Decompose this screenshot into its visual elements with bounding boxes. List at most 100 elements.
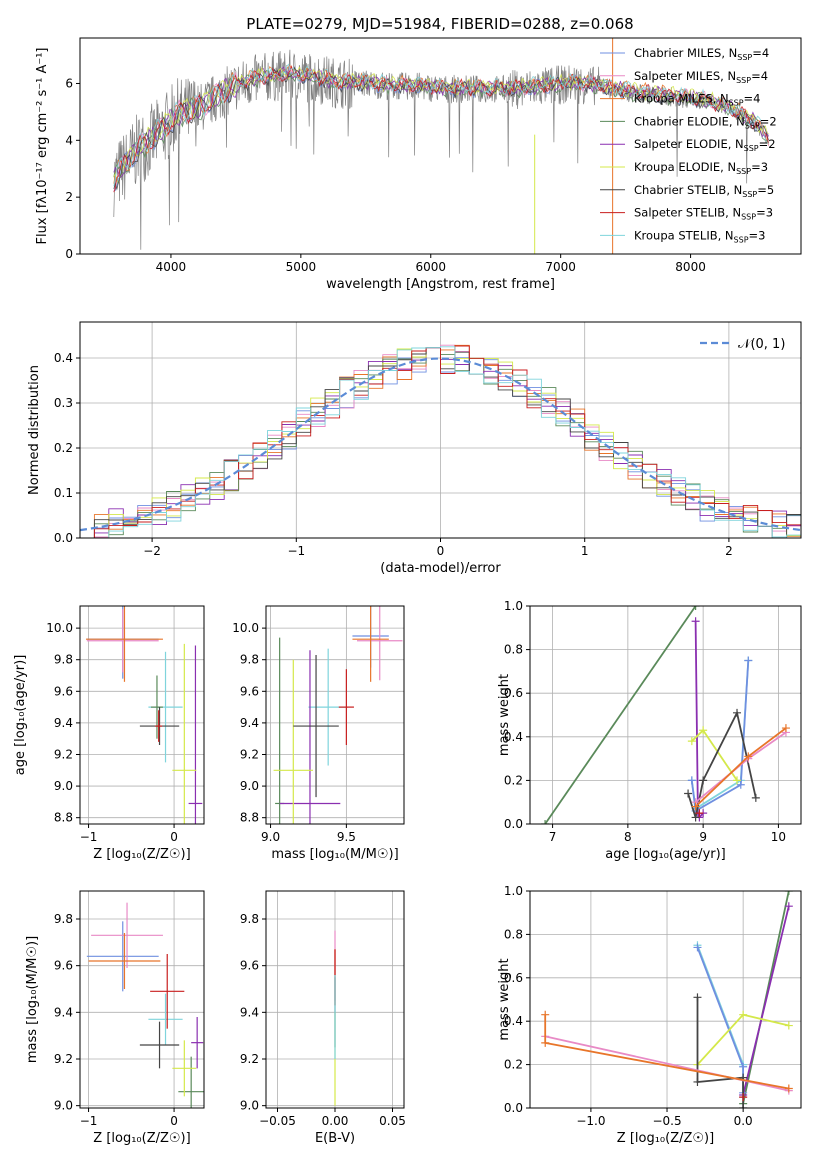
weight-vs-age-panel: 7 8 9 10 0.0 0.2 0.4 0.6 0.8 1.0 age [log₁₀(age/yr…	[497, 599, 802, 862]
residuals-xtick-label: 2	[725, 544, 733, 558]
spectrum-xtick-label: 4000	[156, 260, 187, 274]
age-vs-mass-plot-area	[266, 606, 404, 824]
weight-vs-age-xtick-label: 8	[624, 830, 632, 844]
weight-vs-age-series-line	[544, 606, 697, 824]
weight-vs-metallicity-ytick-label: 0.4	[504, 1014, 523, 1028]
spectrum-xtick-label: 8000	[675, 260, 706, 274]
weight-vs-metallicity-marker	[541, 1038, 550, 1047]
spectrum-ytick-label: 6	[65, 76, 73, 90]
weight-vs-age-ytick-label: 0.0	[504, 817, 523, 831]
weight-vs-age-xtick-label: 10	[771, 830, 786, 844]
weight-vs-age-ytick-label: 0.6	[504, 686, 523, 700]
mass-vs-metallicity-plot-area	[80, 891, 204, 1108]
spectrum-frame	[79, 37, 802, 255]
weight-vs-age-marker	[736, 780, 745, 789]
weight-vs-age-xtick-label: 9	[699, 830, 707, 844]
weight-vs-metallicity-marker	[784, 891, 793, 895]
mass-vs-extinction-ytick-label: 9.6	[240, 959, 259, 973]
model-spectrum-line-7	[113, 66, 769, 191]
spectrum-plot-area	[113, 38, 769, 254]
age-vs-metallicity-frame	[79, 605, 205, 825]
age-vs-metallicity-ytick-label: 9.0	[54, 779, 73, 793]
residuals-plot-area	[80, 322, 801, 538]
spectrum-legend: Chabrier MILES, NSSP=4 Salpeter MILES, NS…	[600, 46, 777, 244]
age-vs-mass-ytick-label: 10.0	[232, 621, 259, 635]
mass-vs-metallicity-xlabel: Z [log₁₀(Z/Z☉)]	[93, 1131, 190, 1146]
spectrum-ytick-label: 2	[65, 190, 73, 204]
weight-vs-age-marker	[744, 752, 753, 761]
weight-vs-age-marker	[684, 789, 693, 798]
age-vs-mass-ytick-label: 9.2	[240, 747, 259, 761]
mass-vs-extinction-xtick-label: −0.05	[259, 1114, 296, 1128]
age-vs-mass-ytick-label: 9.4	[240, 716, 259, 730]
weight-vs-age-marker	[744, 656, 753, 665]
weight-vs-metallicity-ytick-label: 0.6	[504, 971, 523, 985]
mass-vs-metallicity-ytick-label: 9.2	[54, 1052, 73, 1066]
age-vs-mass-ytick-label: 9.8	[240, 653, 259, 667]
residuals-ytick-label: 0.3	[54, 396, 73, 410]
model-spectrum-line-9	[113, 63, 769, 187]
weight-vs-metallicity-panel: −1.0 −0.5 0.0 0.0 0.2 0.4 0.6 0.8 1.0 Z [log₁₀(Z/…	[497, 884, 802, 1146]
mass-vs-metallicity-xtick-label: 0	[170, 1114, 178, 1128]
weight-vs-age-frame	[529, 605, 802, 825]
weight-vs-metallicity-marker	[693, 993, 702, 1002]
legend-entry: Kroupa ELODIE, NSSP=3	[634, 160, 768, 176]
weight-vs-metallicity-ytick-label: 1.0	[504, 884, 523, 898]
mass-vs-metallicity-frame	[79, 890, 205, 1109]
residuals-ylabel: Normed distribution	[27, 365, 42, 495]
weight-vs-age-plot-area	[530, 606, 801, 824]
mass-vs-metallicity-ytick-label: 9.6	[54, 959, 73, 973]
mass-vs-metallicity-ytick-label: 9.0	[54, 1099, 73, 1113]
age-vs-mass-ytick-label: 8.8	[240, 811, 259, 825]
spectrum-ytick-label: 4	[65, 133, 73, 147]
residuals-xtick-label: −2	[143, 544, 161, 558]
spectrum-ylabel: Flux [fλ10⁻¹⁷ erg cm⁻² s⁻¹ A⁻¹]	[35, 48, 50, 245]
weight-vs-age-xtick-label: 7	[549, 830, 557, 844]
weight-vs-metallicity-xtick-label: −0.5	[652, 1114, 681, 1128]
residuals-xtick-label: 0	[437, 544, 445, 558]
mass-vs-metallicity-xtick-label: −1	[80, 1114, 98, 1128]
weight-vs-age-marker	[733, 708, 742, 717]
weight-vs-metallicity-marker	[739, 1104, 748, 1108]
weight-vs-metallicity-marker	[739, 1093, 748, 1102]
weight-vs-age-marker	[691, 606, 700, 610]
mass-vs-metallicity-ylabel: mass [log₁₀(M/M☉)]	[25, 936, 40, 1063]
weight-vs-metallicity-xtick-label: 0.0	[734, 1114, 753, 1128]
spectrum-xlabel: wavelength [Angstrom, rest frame]	[326, 277, 555, 292]
residuals-ytick-label: 0.0	[54, 531, 73, 545]
residuals-ytick-label: 0.4	[54, 351, 73, 365]
age-vs-mass-xtick-label: 9.0	[261, 830, 280, 844]
weight-vs-age-series-line	[690, 660, 750, 813]
weight-vs-age-marker	[751, 793, 760, 802]
weight-vs-age-marker	[541, 820, 550, 824]
age-vs-metallicity-ytick-label: 9.6	[54, 684, 73, 698]
age-vs-mass-ytick-label: 9.0	[240, 779, 259, 793]
spectrum-ytick-label: 0	[65, 247, 73, 261]
legend-entry: Chabrier ELODIE, NSSP=2	[634, 114, 777, 130]
spectrum-xtick-label: 5000	[286, 260, 317, 274]
weight-vs-age-marker	[691, 802, 700, 811]
age-vs-metallicity-xtick-label: 0	[170, 830, 178, 844]
mass-vs-extinction-plot-area	[266, 891, 404, 1108]
observed-spectrum-line	[113, 49, 769, 250]
age-vs-mass-frame	[265, 605, 405, 825]
legend-entry: Kroupa MILES, NSSP=4	[634, 92, 760, 108]
weight-vs-metallicity-marker	[541, 1010, 550, 1019]
residuals-xlabel: (data-model)/error	[380, 561, 501, 576]
weight-vs-age-ytick-label: 1.0	[504, 599, 523, 613]
residuals-ytick-label: 0.1	[54, 486, 73, 500]
mass-vs-metallicity-ytick-label: 9.8	[54, 912, 73, 926]
weight-vs-age-ytick-label: 0.4	[504, 730, 523, 744]
weight-vs-metallicity-ytick-label: 0.8	[504, 927, 523, 941]
age-vs-mass-xtick-label: 9.5	[337, 830, 356, 844]
weight-vs-metallicity-xtick-label: −1.0	[576, 1114, 605, 1128]
legend-entry: Chabrier MILES, NSSP=4	[634, 46, 769, 62]
gaussian-legend-label: 𝒩(0, 1)	[738, 337, 785, 352]
weight-vs-age-xlabel: age [log₁₀(age/yr)]	[605, 847, 726, 862]
mass-vs-extinction-ytick-label: 9.4	[240, 1005, 259, 1019]
age-vs-metallicity-ytick-label: 9.4	[54, 716, 73, 730]
legend-entry: Kroupa STELIB, NSSP=3	[634, 228, 765, 244]
spectrum-xtick-label: 7000	[545, 260, 576, 274]
weight-vs-age-marker	[691, 813, 700, 822]
